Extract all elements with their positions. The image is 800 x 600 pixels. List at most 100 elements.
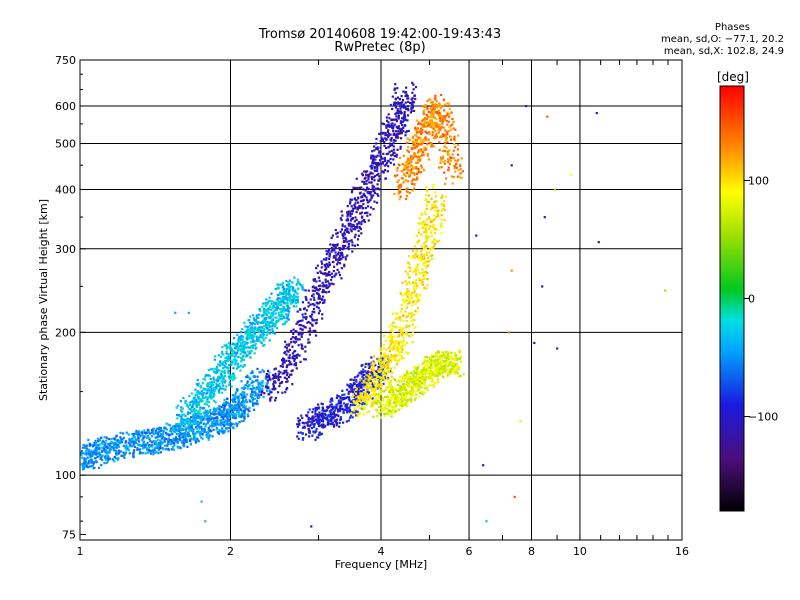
data-point: [409, 380, 412, 383]
data-point: [397, 333, 401, 337]
data-point: [234, 400, 237, 404]
data-point: [332, 256, 335, 259]
data-point: [216, 407, 219, 410]
data-point: [433, 231, 437, 235]
data-point: [257, 339, 261, 343]
data-point: [234, 351, 237, 354]
data-point: [197, 411, 200, 414]
data-point: [108, 443, 111, 446]
data-point: [259, 340, 262, 344]
data-point: [393, 139, 396, 142]
data-point: [389, 334, 392, 338]
data-point: [243, 395, 246, 398]
data-point: [87, 438, 90, 442]
data-point: [150, 445, 154, 448]
data-point: [300, 335, 303, 338]
data-point: [203, 428, 206, 431]
data-point: [329, 278, 333, 281]
data-point: [383, 144, 386, 147]
data-point: [440, 232, 443, 235]
data-point: [250, 394, 253, 397]
data-point: [145, 436, 148, 439]
data-point: [401, 329, 404, 333]
data-point: [167, 447, 170, 451]
data-point: [428, 366, 432, 369]
data-point: [252, 404, 255, 407]
data-point: [251, 400, 254, 403]
data-point: [386, 399, 390, 402]
data-point: [351, 411, 354, 414]
data-point: [182, 432, 185, 435]
data-point: [253, 326, 257, 329]
data-point: [274, 381, 277, 384]
data-point: [376, 379, 379, 382]
data-point: [390, 339, 393, 343]
data-point: [198, 431, 201, 434]
data-point: [292, 340, 295, 343]
data-point: [85, 458, 88, 461]
data-point: [84, 449, 88, 453]
data-point: [254, 318, 258, 321]
data-point: [377, 179, 380, 182]
data-point: [207, 421, 210, 424]
data-point: [421, 268, 424, 271]
data-point: [376, 148, 379, 151]
data-point: [373, 355, 376, 358]
data-point: [308, 408, 311, 411]
data-point: [321, 409, 324, 412]
data-point: [393, 399, 396, 402]
data-point: [386, 412, 390, 415]
data-point: [358, 204, 361, 208]
data-point: [287, 305, 290, 308]
data-point: [137, 437, 140, 440]
data-point: [226, 366, 229, 369]
data-point: [297, 431, 300, 434]
data-point: [185, 440, 188, 443]
data-point: [334, 251, 337, 254]
data-point: [416, 390, 420, 393]
data-point: [409, 389, 412, 393]
data-point: [305, 414, 308, 417]
data-point: [428, 217, 431, 221]
data-point: [314, 406, 317, 409]
data-point: [410, 384, 414, 388]
data-point: [125, 448, 128, 451]
data-point: [424, 247, 427, 250]
data-point: [163, 438, 166, 441]
data-point: [239, 402, 242, 405]
data-point: [170, 430, 173, 433]
data-point: [337, 402, 340, 405]
data-point: [272, 383, 275, 386]
data-point: [192, 401, 195, 404]
data-point: [239, 356, 243, 359]
data-point: [424, 371, 427, 374]
data-point: [296, 353, 299, 356]
data-point: [393, 348, 396, 351]
data-point: [280, 303, 283, 307]
data-point: [417, 395, 421, 398]
data-point: [323, 424, 327, 427]
data-point: [148, 438, 151, 441]
data-point: [236, 388, 239, 392]
data-point: [276, 300, 280, 303]
data-point: [252, 344, 255, 347]
data-point: [258, 389, 261, 392]
data-point: [192, 422, 195, 426]
data-point: [361, 401, 365, 404]
data-point: [432, 219, 435, 222]
data-point: [194, 422, 197, 426]
data-point: [261, 332, 264, 335]
data-point: [377, 358, 380, 361]
data-point: [427, 364, 430, 368]
data-point: [215, 412, 218, 415]
data-point: [438, 215, 441, 218]
data-point: [381, 408, 384, 412]
data-point: [270, 321, 273, 324]
data-point: [325, 252, 328, 256]
data-point: [312, 285, 315, 288]
data-point: [382, 409, 385, 412]
data-point: [192, 413, 195, 416]
data-point: [371, 187, 374, 190]
data-point: [382, 160, 385, 164]
data-point: [153, 443, 156, 446]
